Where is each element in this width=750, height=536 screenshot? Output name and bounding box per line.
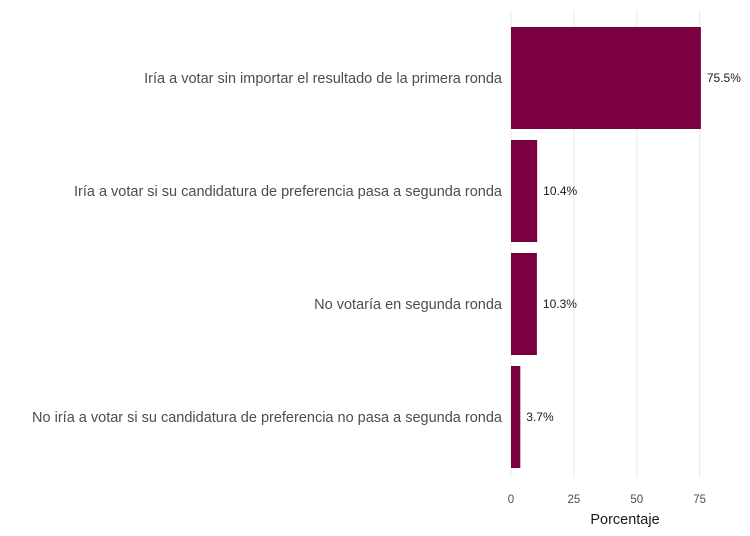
data-labels: 75.5% 10.4% 10.3% 3.7% xyxy=(526,71,741,424)
data-label-2: 10.4% xyxy=(543,184,577,198)
x-tick-label-50: 50 xyxy=(630,494,643,506)
x-axis-ticks: 0 25 50 75 xyxy=(508,494,706,506)
x-tick-label-25: 25 xyxy=(567,494,580,506)
data-label-3: 10.3% xyxy=(543,297,577,311)
bar-2 xyxy=(511,140,538,242)
x-tick-label-75: 75 xyxy=(693,494,706,506)
category-label-2: Iría a votar si su candidatura de prefer… xyxy=(74,184,503,200)
bar-4 xyxy=(511,366,521,468)
data-label-1: 75.5% xyxy=(707,71,741,85)
bar-1 xyxy=(511,27,701,129)
category-labels: Iría a votar sin importar el resultado d… xyxy=(32,71,503,426)
category-label-1: Iría a votar sin importar el resultado d… xyxy=(144,71,503,87)
category-label-4: No iría a votar si su candidatura de pre… xyxy=(32,410,503,426)
x-axis-title: Porcentaje xyxy=(590,512,659,528)
bar-3 xyxy=(511,253,537,355)
bars xyxy=(511,27,701,468)
data-label-4: 3.7% xyxy=(526,410,554,424)
category-label-3: No votaría en segunda ronda xyxy=(314,297,503,313)
x-tick-label-0: 0 xyxy=(508,494,514,506)
